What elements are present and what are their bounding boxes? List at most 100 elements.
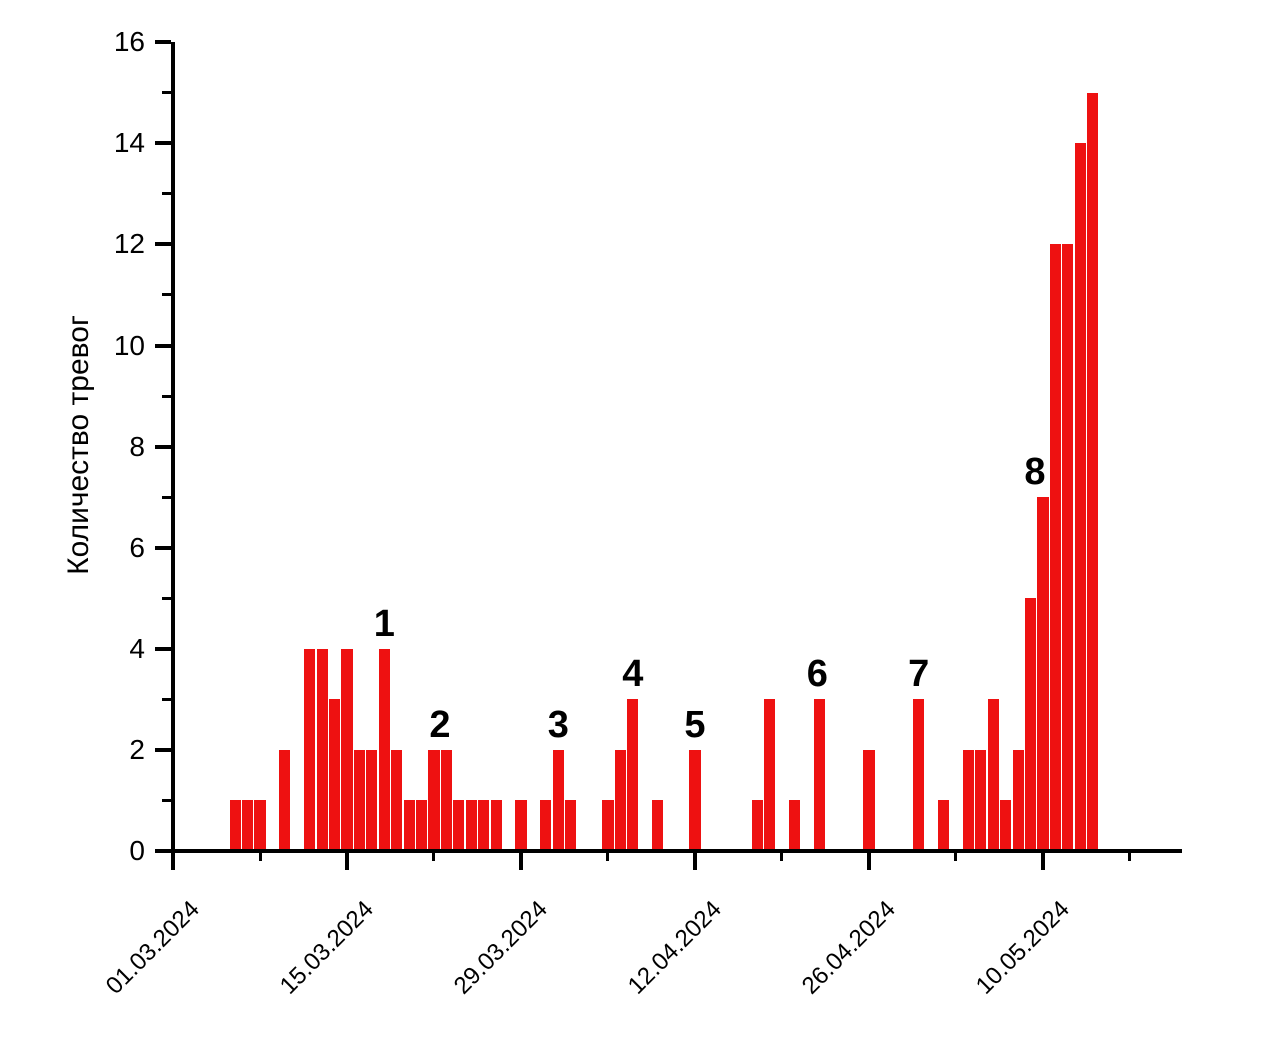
bar-annotation: 7 (908, 653, 930, 696)
y-tick-label: 2 (129, 733, 145, 765)
bar (366, 749, 378, 851)
bar (652, 800, 664, 851)
x-axis-minor-tick (1128, 851, 1132, 861)
bar (328, 699, 341, 851)
bar (415, 800, 428, 851)
bar (913, 699, 925, 851)
bar (1074, 143, 1086, 851)
bar (937, 800, 950, 851)
bar (304, 648, 316, 851)
bar (229, 800, 241, 851)
bar (540, 800, 552, 851)
bar (391, 749, 403, 851)
bar (689, 749, 701, 851)
bar-annotation: 1 (373, 602, 395, 645)
bar (1000, 800, 1012, 851)
x-axis-line (171, 849, 1182, 853)
y-axis-major-tick (155, 242, 171, 247)
y-axis-major-tick (155, 545, 171, 550)
y-axis-minor-tick (162, 192, 171, 196)
x-axis-major-tick (692, 851, 697, 870)
bar (788, 800, 801, 851)
bar (254, 800, 266, 851)
x-axis-minor-tick (606, 851, 610, 861)
bar (428, 749, 440, 851)
bar (515, 800, 527, 851)
bar (565, 800, 577, 851)
y-axis-major-tick (155, 444, 171, 449)
x-axis-minor-tick (780, 851, 784, 861)
x-tick-label: 26.04.2024 (796, 895, 901, 1000)
y-tick-label: 14 (113, 127, 145, 159)
x-tick-label: 01.03.2024 (100, 895, 205, 1000)
y-axis-major-tick (155, 40, 171, 45)
x-axis-major-tick (518, 851, 523, 870)
bar-annotation: 2 (429, 703, 451, 746)
bar (863, 749, 875, 851)
bar (1024, 598, 1037, 851)
y-tick-label: 12 (113, 228, 145, 260)
bar (751, 800, 763, 851)
bar (241, 800, 254, 851)
x-axis-major-tick (344, 851, 349, 870)
y-axis-major-tick (155, 747, 171, 752)
x-axis-major-tick (171, 851, 175, 870)
bar (627, 699, 639, 851)
x-axis-minor-tick (954, 851, 958, 861)
y-tick-label: 0 (129, 835, 145, 866)
y-tick-label: 6 (129, 531, 145, 563)
y-axis-minor-tick (162, 697, 171, 701)
y-tick-label: 16 (113, 26, 145, 58)
x-tick-label: 15.03.2024 (274, 895, 379, 1000)
bar-annotation: 8 (1024, 451, 1046, 494)
y-axis-major-tick (155, 141, 171, 146)
y-axis-minor-tick (162, 596, 171, 600)
y-axis-minor-tick (162, 293, 171, 297)
y-axis-major-tick (155, 646, 171, 651)
bar (341, 648, 353, 851)
x-axis-minor-tick (258, 851, 262, 861)
y-axis-minor-tick (162, 798, 171, 802)
bar-annotation: 3 (547, 703, 569, 746)
y-tick-label: 4 (129, 632, 145, 664)
bar (478, 800, 490, 851)
y-axis-major-tick (155, 343, 171, 348)
y-tick-label: 8 (129, 430, 145, 462)
bar (403, 800, 415, 851)
y-axis-minor-tick (162, 91, 171, 95)
bar (763, 699, 776, 851)
bar (490, 800, 502, 851)
bar (987, 699, 999, 851)
y-axis-major-tick (155, 849, 171, 853)
bar (962, 749, 975, 851)
bar (602, 800, 614, 851)
x-tick-label: 29.03.2024 (448, 895, 553, 1000)
bar (552, 749, 564, 851)
bar (279, 749, 291, 851)
bar-annotation: 5 (684, 703, 706, 746)
bar-annotation: 4 (622, 653, 644, 696)
y-axis-minor-tick (162, 495, 171, 499)
x-tick-label: 10.05.2024 (970, 895, 1075, 1000)
bar (1012, 749, 1024, 851)
bar (353, 749, 366, 851)
bar (614, 749, 627, 851)
bar (316, 648, 328, 851)
y-tick-label: 10 (113, 329, 145, 361)
bar (453, 800, 465, 851)
bar-annotation: 6 (806, 653, 828, 696)
bar (1087, 92, 1099, 851)
x-axis-minor-tick (432, 851, 436, 861)
y-axis-line (171, 42, 175, 853)
x-axis-major-tick (1040, 851, 1045, 870)
y-axis-minor-tick (162, 394, 171, 398)
bar (1049, 244, 1062, 851)
bar (813, 699, 825, 851)
x-axis-major-tick (866, 851, 871, 870)
bar (1062, 244, 1074, 851)
bar (1037, 497, 1049, 851)
bar (465, 800, 477, 851)
y-axis-title: Количество тревог (62, 315, 95, 575)
